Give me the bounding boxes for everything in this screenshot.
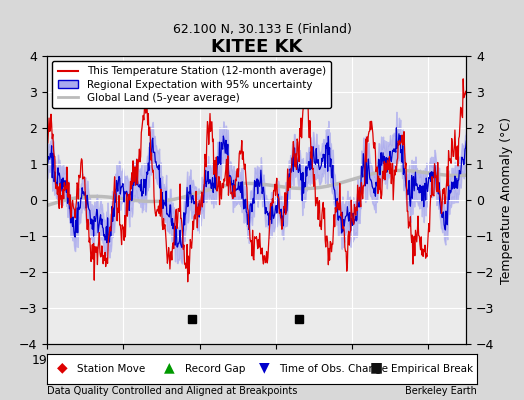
Text: Empirical Break: Empirical Break	[391, 364, 473, 374]
Text: $▲$: $▲$	[163, 362, 176, 376]
Text: $■$: $■$	[369, 362, 383, 376]
Title: KITEE KK: KITEE KK	[211, 38, 302, 56]
Text: Record Gap: Record Gap	[184, 364, 245, 374]
Text: $▼$: $▼$	[258, 362, 270, 376]
Text: Time of Obs. Change: Time of Obs. Change	[279, 364, 388, 374]
Legend: This Temperature Station (12-month average), Regional Expectation with 95% uncer: This Temperature Station (12-month avera…	[52, 61, 331, 108]
Text: $◆$: $◆$	[56, 362, 68, 376]
Text: Berkeley Earth: Berkeley Earth	[405, 386, 477, 396]
Y-axis label: Temperature Anomaly (°C): Temperature Anomaly (°C)	[500, 116, 513, 284]
Text: Station Move: Station Move	[77, 364, 146, 374]
Text: 62.100 N, 30.133 E (Finland): 62.100 N, 30.133 E (Finland)	[172, 23, 352, 36]
Text: Data Quality Controlled and Aligned at Breakpoints: Data Quality Controlled and Aligned at B…	[47, 386, 298, 396]
